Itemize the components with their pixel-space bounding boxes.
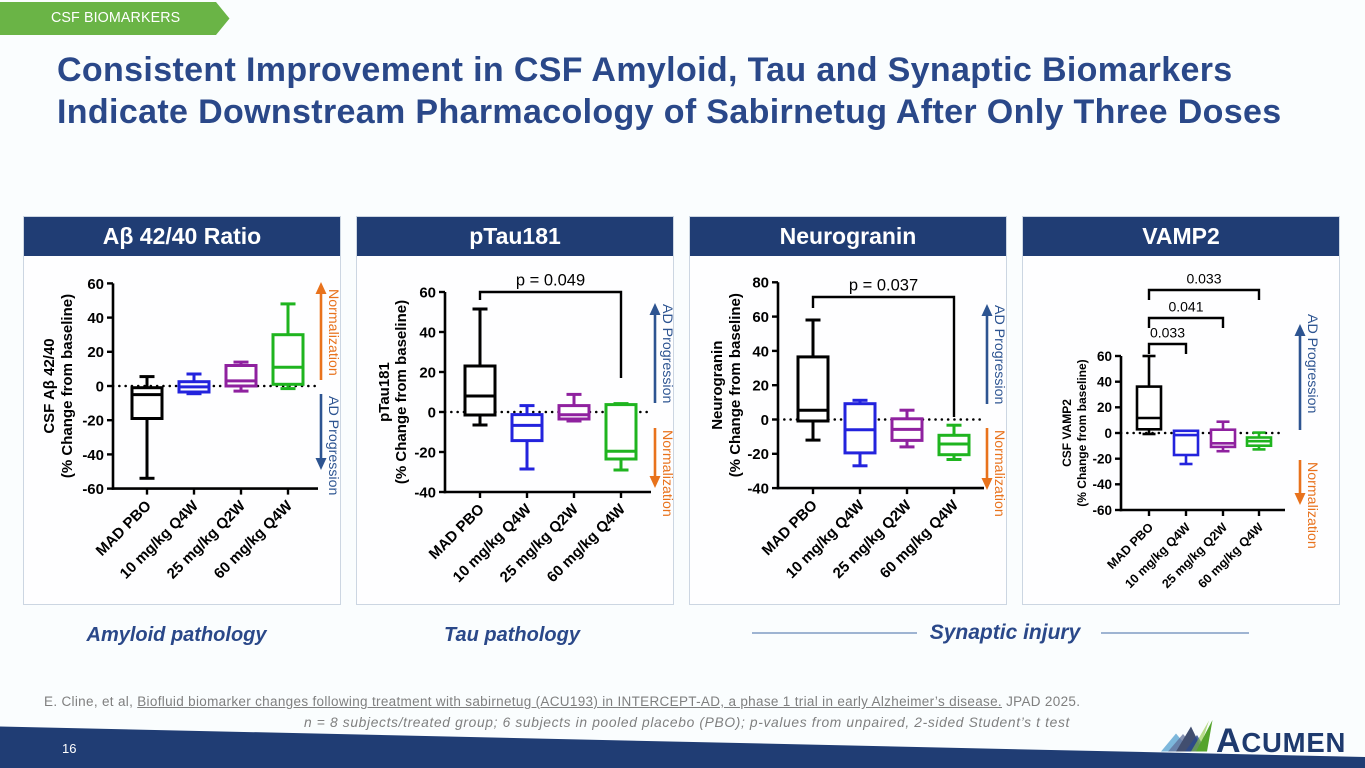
svg-text:(% Change from baseline): (% Change from baseline) (727, 293, 744, 477)
svg-text:20: 20 (419, 364, 436, 381)
svg-text:-20: -20 (747, 446, 769, 463)
svg-text:0.033: 0.033 (1186, 271, 1221, 287)
svg-text:AD Progression: AD Progression (1304, 314, 1320, 413)
svg-text:(% Change from baseline): (% Change from baseline) (1075, 359, 1089, 506)
svg-text:AD Progression: AD Progression (991, 305, 1007, 404)
svg-text:60: 60 (87, 276, 104, 293)
svg-text:40: 40 (1097, 375, 1112, 390)
svg-text:0: 0 (761, 412, 769, 429)
svg-text:ACUMEN: ACUMEN (1216, 722, 1346, 760)
svg-text:Normalization: Normalization (325, 289, 341, 376)
svg-text:60: 60 (419, 284, 436, 301)
svg-text:AD Progression: AD Progression (325, 396, 341, 495)
svg-text:40: 40 (419, 324, 436, 341)
svg-text:-60: -60 (82, 481, 104, 498)
svg-text:60: 60 (1097, 349, 1112, 364)
svg-text:Normalization: Normalization (1304, 462, 1320, 549)
svg-text:(% Change from baseline): (% Change from baseline) (59, 294, 76, 478)
svg-text:-40: -40 (1092, 477, 1112, 492)
svg-text:Neurogranin: Neurogranin (709, 341, 726, 430)
svg-text:40: 40 (87, 310, 104, 327)
svg-text:-20: -20 (414, 444, 436, 461)
svg-text:-60: -60 (1092, 503, 1112, 518)
svg-text:10 mg/kg Q4W: 10 mg/kg Q4W (1122, 520, 1193, 591)
svg-text:20: 20 (87, 344, 104, 361)
svg-text:-20: -20 (82, 413, 104, 430)
svg-text:(% Change from baseline): (% Change from baseline) (393, 300, 410, 484)
svg-text:pTau181: pTau181 (376, 362, 393, 422)
svg-text:CSF Aβ 42/40: CSF Aβ 42/40 (41, 338, 58, 433)
svg-text:0: 0 (1104, 426, 1112, 441)
svg-text:40: 40 (752, 343, 769, 360)
svg-text:0: 0 (428, 404, 436, 421)
svg-text:-40: -40 (82, 447, 104, 464)
svg-text:60: 60 (752, 309, 769, 326)
svg-text:AD Progression: AD Progression (659, 304, 675, 403)
svg-text:Normalization: Normalization (659, 430, 675, 517)
svg-text:Normalization: Normalization (991, 430, 1007, 517)
svg-text:0: 0 (96, 378, 104, 395)
svg-text:0.033: 0.033 (1150, 325, 1185, 341)
svg-text:-40: -40 (414, 484, 436, 501)
svg-text:0.041: 0.041 (1168, 299, 1203, 315)
svg-text:20: 20 (752, 378, 769, 395)
svg-text:20: 20 (1097, 400, 1112, 415)
svg-text:60 mg/kg Q4W: 60 mg/kg Q4W (1195, 520, 1266, 591)
svg-text:CSF VAMP2: CSF VAMP2 (1060, 399, 1074, 467)
svg-text:p = 0.049: p = 0.049 (516, 272, 585, 290)
svg-text:-40: -40 (747, 481, 769, 498)
svg-text:-20: -20 (1092, 452, 1112, 467)
svg-text:80: 80 (752, 275, 769, 292)
svg-text:p = 0.037: p = 0.037 (849, 277, 918, 295)
